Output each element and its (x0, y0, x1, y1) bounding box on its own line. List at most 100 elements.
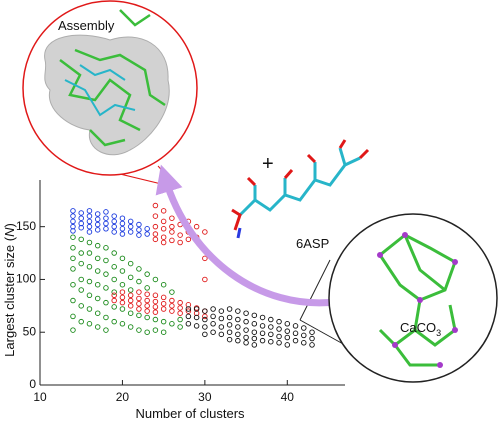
point (86, 229, 93, 235)
point (235, 316, 241, 323)
point (127, 229, 134, 235)
point (136, 300, 142, 307)
point (78, 224, 84, 231)
point (86, 278, 93, 285)
point (78, 318, 84, 325)
point (78, 215, 84, 221)
point (193, 306, 200, 312)
point (103, 245, 109, 251)
point (70, 218, 76, 225)
point (144, 329, 150, 335)
point (111, 297, 117, 304)
point (127, 218, 134, 225)
asp-molecule (238, 147, 361, 217)
caco3-atoms (377, 232, 458, 368)
point (86, 223, 93, 230)
point (218, 315, 225, 322)
point (103, 327, 109, 333)
point (259, 323, 266, 329)
point (251, 335, 258, 342)
point (202, 324, 208, 330)
point (111, 318, 117, 325)
zoom-line (299, 319, 346, 346)
point (94, 310, 101, 316)
point (119, 226, 126, 232)
point (127, 223, 134, 230)
point (169, 303, 175, 309)
point (103, 226, 109, 232)
y-tick-label: 0 (29, 377, 36, 391)
arrow (155, 164, 336, 307)
point (78, 236, 84, 243)
point (119, 289, 126, 295)
point (193, 314, 200, 321)
point (70, 234, 76, 240)
point (284, 328, 291, 334)
point (144, 285, 150, 291)
point (226, 336, 233, 343)
point (152, 276, 159, 283)
point (284, 342, 291, 348)
y-tick-label: 150 (16, 219, 36, 233)
point (235, 308, 241, 314)
point (202, 255, 208, 262)
caco3-text: CaCO (400, 320, 436, 335)
point (136, 289, 142, 295)
point (309, 329, 315, 335)
y-tick-label: 100 (16, 272, 36, 286)
point (177, 232, 183, 238)
point (160, 306, 167, 312)
point (103, 314, 109, 321)
point (78, 303, 84, 309)
point (169, 229, 175, 235)
point (259, 337, 266, 344)
point (127, 292, 134, 299)
asp-molecule (236, 227, 242, 239)
point (111, 289, 117, 295)
x-tick-label: 40 (281, 390, 295, 404)
point (144, 314, 150, 321)
point (284, 334, 291, 341)
point (226, 306, 233, 312)
point (111, 229, 117, 235)
x-tick-label: 20 (116, 390, 130, 404)
point (284, 321, 291, 327)
point (70, 266, 76, 272)
point (136, 295, 142, 302)
point (152, 316, 159, 323)
point (70, 327, 76, 333)
point (111, 264, 117, 270)
point (86, 239, 93, 246)
point (226, 329, 233, 335)
asp-label: 6ASP (296, 236, 329, 251)
point (86, 213, 93, 219)
point (268, 316, 274, 323)
point (251, 342, 258, 348)
point (111, 250, 117, 256)
point (235, 337, 241, 344)
point (226, 314, 233, 321)
point (86, 208, 93, 214)
point (119, 268, 126, 274)
point (144, 291, 150, 297)
point (86, 306, 93, 312)
point (177, 239, 183, 246)
point (210, 313, 216, 320)
point (243, 327, 249, 333)
point (169, 215, 175, 221)
point (86, 321, 93, 327)
point (169, 297, 175, 304)
point (103, 215, 109, 221)
point (144, 231, 150, 237)
point (152, 231, 159, 237)
point (86, 250, 93, 256)
caco3-subscript: 3 (436, 328, 441, 338)
point (144, 297, 150, 304)
point (111, 223, 117, 230)
point (94, 216, 101, 223)
point (94, 255, 101, 262)
point (268, 324, 274, 330)
point (202, 308, 208, 314)
point (276, 326, 282, 332)
point (185, 236, 192, 243)
